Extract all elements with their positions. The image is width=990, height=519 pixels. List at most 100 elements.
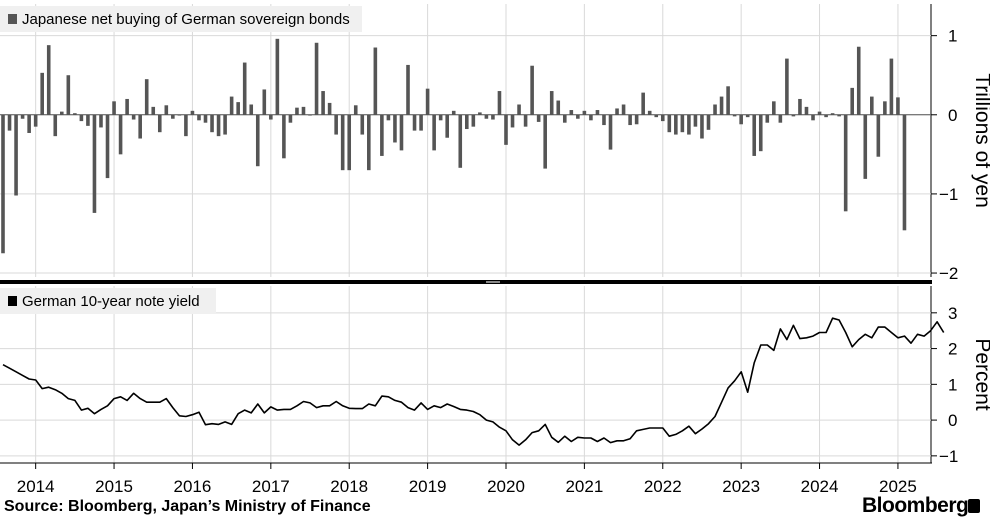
- bar: [177, 114, 182, 116]
- bar: [713, 104, 717, 115]
- bar: [497, 91, 502, 115]
- bar: [732, 114, 737, 117]
- brand-logo: Bloomberg: [862, 494, 969, 517]
- bar: [772, 101, 776, 115]
- bar: [562, 114, 567, 123]
- bar: [353, 105, 358, 115]
- bar: [386, 114, 391, 121]
- bar: [484, 114, 489, 119]
- bar: [843, 114, 848, 212]
- bar: [197, 114, 201, 121]
- bar: [184, 114, 188, 137]
- bar: [1, 114, 5, 254]
- bar: [811, 114, 815, 121]
- y-tick-label: −1: [939, 185, 958, 204]
- bar: [817, 111, 822, 115]
- x-tick-label: 2025: [879, 477, 917, 496]
- bar: [144, 79, 149, 115]
- bar: [595, 110, 600, 115]
- y-tick-label: −2: [939, 264, 958, 283]
- bar: [804, 106, 809, 115]
- bar: [131, 114, 136, 120]
- bar: [151, 106, 156, 115]
- bar: [549, 91, 554, 115]
- y-tick-label: 0: [948, 106, 957, 125]
- bar: [249, 104, 254, 115]
- bar: [79, 114, 84, 122]
- bar: [46, 45, 51, 115]
- y-axis-label: Trillions of yen: [971, 73, 990, 208]
- bar: [824, 114, 828, 118]
- bar: [33, 114, 38, 127]
- bar: [902, 114, 907, 231]
- legend-swatch: [8, 14, 17, 24]
- bar: [647, 110, 652, 115]
- bar: [896, 97, 900, 115]
- bar: [295, 107, 299, 115]
- bar: [216, 114, 221, 137]
- bar: [347, 114, 352, 171]
- bar: [726, 86, 730, 115]
- bar: [27, 114, 31, 133]
- bar: [210, 114, 214, 133]
- bar: [719, 96, 724, 115]
- bar: [432, 114, 436, 151]
- panel-separator: [0, 280, 932, 284]
- bar: [582, 110, 587, 115]
- panel-resize-handle: [486, 281, 500, 283]
- x-tick-label: 2020: [487, 477, 525, 496]
- top-panel: 1 0 −1 −2 Trillions of yen Japanese net buyin…: [0, 4, 990, 283]
- bar: [171, 114, 175, 119]
- x-tick-label: 2018: [330, 477, 368, 496]
- bar: [856, 46, 861, 115]
- bar: [157, 114, 162, 133]
- legend-swatch: [8, 296, 17, 306]
- bar: [680, 114, 685, 133]
- bar: [491, 114, 495, 120]
- bar: [40, 72, 44, 115]
- bar: [556, 100, 561, 115]
- bar: [687, 114, 691, 135]
- bar: [125, 98, 129, 115]
- bar: [523, 114, 528, 127]
- x-tick-label: 2019: [409, 477, 447, 496]
- x-tick-label: 2021: [565, 477, 603, 496]
- bar: [190, 110, 195, 115]
- bar: [7, 114, 12, 131]
- legend-label: German 10-year note yield: [22, 293, 200, 310]
- x-axis: 2014 2015 2016 2017 2018 2019 2020 2021 2022 2023…: [0, 280, 932, 496]
- bar: [654, 114, 659, 118]
- legend-label: Japanese net buying of German sovereign …: [22, 11, 350, 28]
- bar: [765, 114, 770, 123]
- bar: [14, 114, 18, 196]
- bar: [693, 114, 698, 127]
- bar: [92, 114, 97, 213]
- bar: [99, 114, 103, 128]
- bar: [327, 102, 332, 115]
- bar: [223, 114, 227, 135]
- x-tick-label: 2023: [722, 477, 760, 496]
- bar: [255, 114, 260, 167]
- bar: [634, 114, 639, 125]
- bar: [425, 88, 430, 115]
- bar: [112, 101, 116, 115]
- bar: [641, 92, 645, 115]
- bar: [203, 114, 208, 123]
- bar: [53, 114, 58, 137]
- bar: [837, 114, 841, 117]
- bar: [510, 114, 515, 128]
- bar: [334, 114, 338, 135]
- bar: [288, 114, 293, 123]
- bar: [367, 114, 371, 171]
- bar: [706, 114, 711, 130]
- bar: [798, 98, 802, 115]
- y-tick-label: 1: [948, 375, 957, 394]
- bar: [451, 110, 456, 115]
- bar: [438, 114, 443, 121]
- bar: [785, 58, 789, 115]
- bar: [628, 114, 632, 126]
- bar: [543, 114, 547, 169]
- x-tick-label: 2014: [17, 477, 55, 496]
- bar: [530, 65, 534, 115]
- bar: [314, 42, 319, 115]
